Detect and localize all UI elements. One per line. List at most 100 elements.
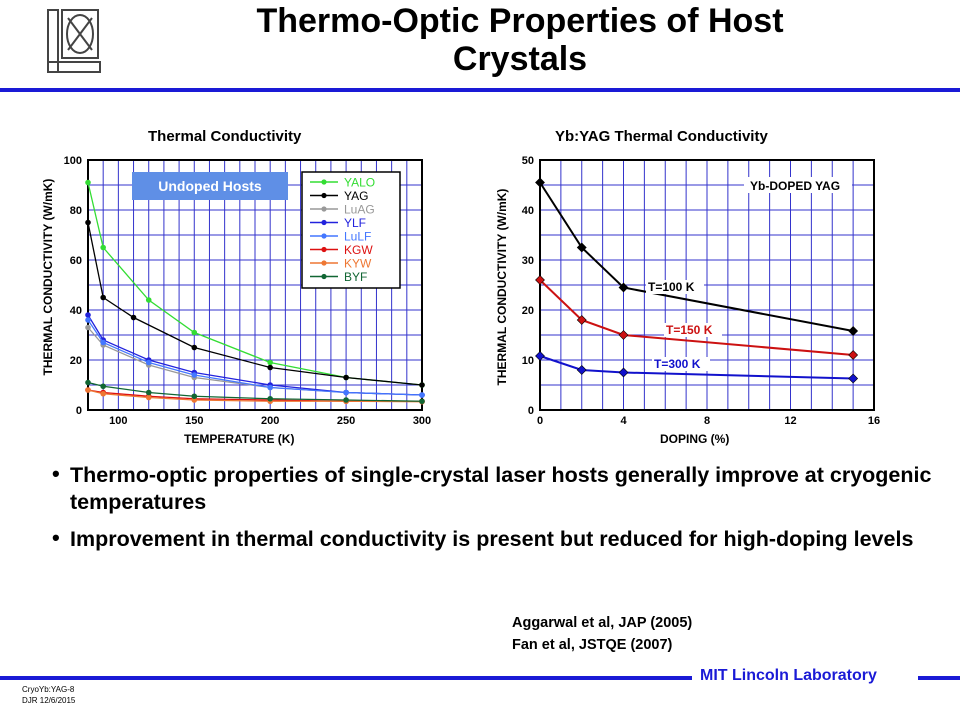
- data-point: [100, 390, 106, 397]
- y-tick-label: 80: [70, 205, 82, 217]
- legend-marker: [321, 219, 327, 226]
- x-tick-label: 150: [185, 415, 203, 427]
- data-point: [85, 387, 91, 393]
- data-point: [419, 382, 425, 388]
- series-line-2: [539, 355, 854, 380]
- references: Aggarwal et al, JAP (2005) Fan et al, JS…: [512, 612, 692, 656]
- legend-box: [301, 171, 401, 289]
- y-tick-label: 20: [70, 355, 82, 367]
- data-point: [576, 365, 587, 375]
- data-point: [85, 379, 91, 386]
- legend-label: YALO: [344, 176, 375, 190]
- chart2-grid: [539, 159, 875, 411]
- x-tick-label: 200: [261, 415, 279, 427]
- x-tick-label: 0: [537, 415, 543, 427]
- data-point: [419, 392, 425, 398]
- legend-label: LuLF: [344, 230, 371, 244]
- data-point: [145, 389, 152, 396]
- data-point: [848, 326, 859, 336]
- data-point: [576, 315, 587, 325]
- data-point: [535, 275, 545, 285]
- undoped-hosts-box: [132, 172, 288, 200]
- data-point: [85, 317, 91, 323]
- data-point: [191, 372, 198, 378]
- data-point: [85, 324, 91, 331]
- legend-label: LuAG: [344, 203, 375, 217]
- data-point: [535, 351, 545, 361]
- legend-label: KGW: [344, 243, 373, 257]
- legend-marker: [321, 273, 327, 280]
- page-title: Thermo-Optic Properties of Host Crystals: [170, 2, 870, 78]
- lincoln-lab-logo: [47, 9, 101, 73]
- doped-yag-label: Yb-DOPED YAG: [750, 179, 840, 193]
- series-label-bg: [652, 357, 710, 371]
- data-point: [576, 242, 587, 253]
- series-line-1: [539, 279, 854, 356]
- data-point: [100, 339, 106, 346]
- legend-label: YAG: [344, 189, 368, 203]
- series-label: T=150 K: [666, 323, 713, 337]
- footer-divider-left: [0, 676, 692, 680]
- footer-date: DJR 12/6/2015: [22, 696, 76, 705]
- data-point: [130, 314, 137, 321]
- data-point: [267, 364, 273, 371]
- data-point: [85, 219, 91, 226]
- data-point: [343, 389, 349, 396]
- chart2-ybyag-conductivity: 0 4 8 12 16 0 10 20 30 40 50 Yb-DOPED YAG T=100 K T=1…: [522, 155, 880, 427]
- data-point: [85, 312, 91, 318]
- series-line-0: [539, 181, 854, 332]
- data-point: [145, 359, 152, 366]
- legend-marker: [321, 246, 327, 253]
- data-point: [848, 350, 859, 360]
- data-point: [848, 373, 859, 384]
- series-label-bg: [646, 280, 704, 294]
- y-tick-label: 100: [64, 155, 82, 167]
- y-tick-label: 0: [528, 405, 534, 417]
- data-point: [267, 384, 273, 391]
- chart1-title: Thermal Conductivity: [148, 128, 302, 145]
- chart2-xlabel: DOPING (%): [660, 432, 730, 446]
- y-tick-label: 50: [522, 155, 534, 167]
- data-point: [343, 397, 349, 403]
- y-tick-label: 10: [522, 355, 534, 367]
- chart1-xlabel: TEMPERATURE (K): [184, 432, 295, 446]
- legend-label: BYF: [344, 270, 367, 284]
- legend-label: YLF: [344, 216, 366, 230]
- reference-item: Fan et al, JSTQE (2007): [512, 637, 673, 653]
- data-point: [618, 282, 629, 293]
- y-tick-label: 20: [522, 305, 534, 317]
- chart2-title: Yb:YAG Thermal Conductivity: [555, 128, 768, 145]
- x-tick-label: 100: [109, 415, 127, 427]
- data-point: [100, 244, 106, 251]
- legend-marker: [321, 179, 327, 185]
- legend-label: KYW: [344, 257, 372, 271]
- title-line-1: Thermo-Optic Properties of Host: [256, 2, 784, 40]
- data-point: [618, 330, 629, 340]
- reference-item: Aggarwal et al, JAP (2005): [512, 615, 693, 631]
- data-point: [267, 359, 273, 366]
- y-tick-label: 40: [522, 205, 534, 217]
- data-point: [100, 383, 106, 390]
- data-point: [535, 177, 545, 188]
- footer-slide-id: CryoYb:YAG-8: [22, 685, 75, 694]
- data-point: [191, 344, 198, 351]
- x-tick-label: 300: [413, 415, 431, 427]
- title-line-2: Crystals: [452, 40, 588, 78]
- series-label: T=100 K: [648, 280, 695, 294]
- chart1-frame: [87, 159, 423, 411]
- undoped-hosts-label: Undoped Hosts: [158, 178, 262, 194]
- legend-marker: [321, 192, 327, 199]
- x-tick-label: 4: [620, 415, 627, 427]
- bullet-list: Thermo-optic properties of single-crysta…: [52, 460, 932, 563]
- footer-divider-right: [918, 676, 960, 680]
- x-tick-label: 16: [868, 415, 880, 427]
- data-point: [145, 297, 152, 303]
- footer-lab-name: MIT Lincoln Laboratory: [700, 667, 877, 684]
- x-tick-label: 12: [784, 415, 796, 427]
- footer-meta: CryoYb:YAG-8 DJR 12/6/2015: [22, 684, 75, 706]
- y-tick-label: 40: [70, 305, 82, 317]
- data-point: [267, 395, 273, 402]
- legend-marker: [321, 260, 327, 266]
- legend-marker: [321, 206, 327, 212]
- data-point: [191, 393, 198, 400]
